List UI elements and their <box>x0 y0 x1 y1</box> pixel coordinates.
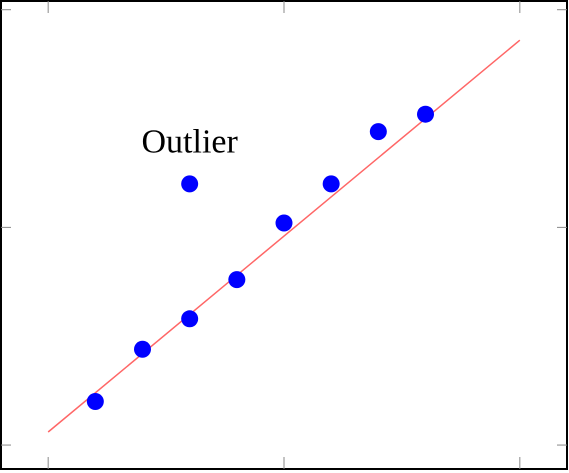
point <box>181 310 199 328</box>
point <box>86 393 104 411</box>
point <box>181 175 199 193</box>
point <box>322 175 340 193</box>
point <box>228 271 246 289</box>
point <box>275 214 293 232</box>
fit-line <box>47 39 521 433</box>
point <box>369 123 387 141</box>
point <box>417 105 434 123</box>
annotation: Outlier <box>142 123 239 160</box>
point <box>134 340 151 358</box>
